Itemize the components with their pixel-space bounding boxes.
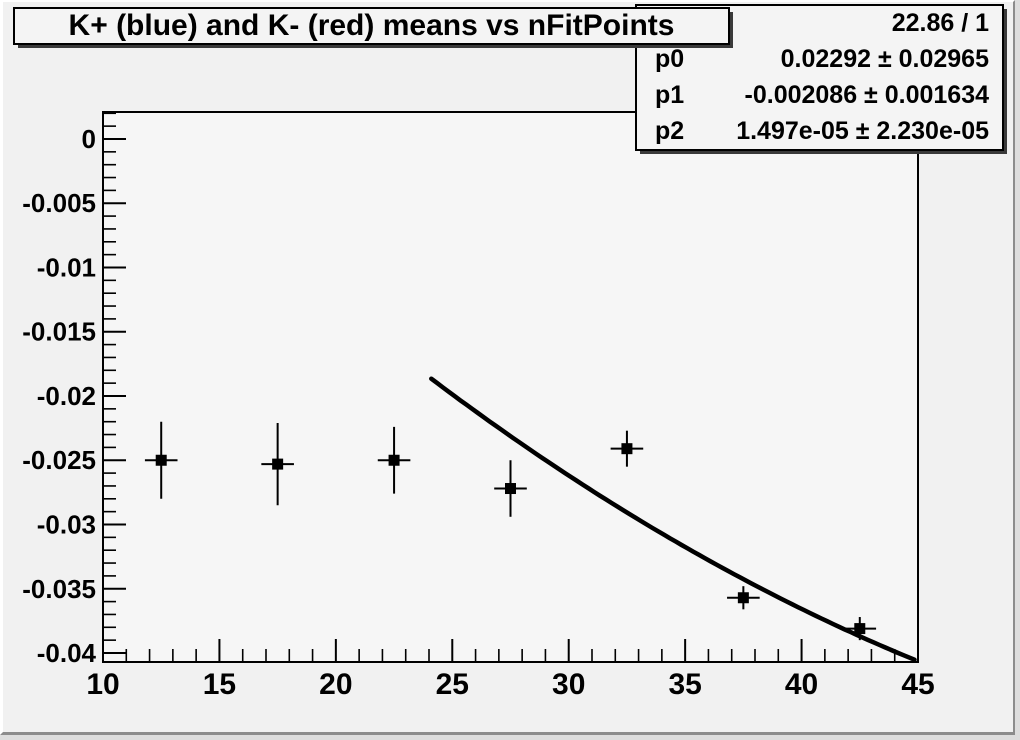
stat-value-p2: 1.497e-05 ± 2.230e-05 [736, 116, 989, 145]
plot-frame [102, 111, 919, 663]
x-tick-label: 40 [785, 668, 818, 701]
x-tick-label: 25 [436, 668, 469, 701]
stat-value-chi2: 22.86 / 1 [891, 9, 989, 38]
stat-row-p0: p0 0.02292 ± 0.02965 [637, 42, 1002, 78]
fit-curve [429, 376, 917, 662]
data-point-marker [621, 443, 633, 455]
x-tick-label: 20 [319, 668, 352, 701]
title-box: K+ (blue) and K- (red) means vs nFitPoin… [13, 7, 730, 45]
plot-area: 10 15 20 25 30 35 40 45 0 -0.005 -0.01 -0.015 -0.02 -… [22, 111, 935, 701]
stat-row-chi2: 22.86 / 1 [637, 6, 1002, 42]
x-tick-label: 45 [901, 668, 934, 701]
stat-label-p0: p0 [655, 45, 685, 74]
page-title: K+ (blue) and K- (red) means vs nFitPoin… [68, 9, 675, 42]
y-tick-label: -0.015 [22, 317, 96, 347]
stat-value-p1: -0.002086 ± 0.001634 [744, 80, 989, 109]
data-point-marker [737, 592, 749, 604]
data-point-marker [854, 623, 866, 635]
data-point-marker [388, 454, 400, 466]
y-tick-label: -0.03 [37, 510, 96, 540]
y-tick-label: -0.04 [37, 638, 97, 668]
y-tick-label: -0.005 [22, 188, 96, 218]
x-tick-label: 30 [552, 668, 585, 701]
stat-label-p2: p2 [655, 116, 685, 145]
y-tick-label: -0.035 [22, 574, 96, 604]
stat-row-p2: p2 1.497e-05 ± 2.230e-05 [637, 113, 1002, 149]
stat-row-p1: p1 -0.002086 ± 0.001634 [637, 78, 1002, 114]
data-point-marker [155, 454, 167, 466]
y-tick-label: -0.02 [37, 381, 96, 411]
stat-value-p0: 0.02292 ± 0.02965 [780, 45, 989, 74]
data-point-marker [272, 458, 284, 470]
x-tick-label: 35 [668, 668, 701, 701]
data-point-marker [505, 483, 516, 495]
y-tick-label: -0.01 [37, 252, 96, 282]
x-tick-label: 15 [203, 668, 236, 701]
stat-label-p1: p1 [655, 80, 685, 109]
y-tick-label: 0 [82, 124, 96, 154]
y-tick-label: -0.025 [22, 445, 96, 475]
x-tick-label: 10 [86, 668, 119, 701]
